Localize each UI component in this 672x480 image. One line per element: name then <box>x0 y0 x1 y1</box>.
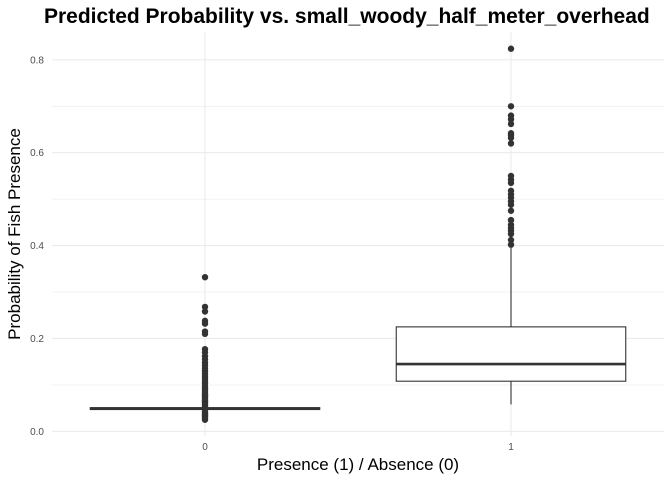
y-tick-label: 0.2 <box>30 334 44 345</box>
outlier-point <box>507 207 515 214</box>
y-axis-label: Probability of Fish Presence <box>5 128 24 340</box>
outlier-point <box>201 345 209 353</box>
y-tick-label: 0.6 <box>30 148 44 159</box>
outlier-point <box>507 45 515 52</box>
chart-title: Predicted Probability vs. small_woody_ha… <box>44 5 650 28</box>
x-axis-label: Presence (1) / Absence (0) <box>257 455 459 474</box>
outlier-point <box>201 317 209 325</box>
outlier-point <box>507 130 515 137</box>
outlier-point <box>201 328 209 335</box>
outlier-point <box>201 308 209 315</box>
x-tick-label: 0 <box>202 442 208 453</box>
boxes-layer <box>89 247 627 411</box>
outlier-point <box>507 112 515 119</box>
outlier-point <box>507 236 515 244</box>
box <box>395 326 627 382</box>
outlier-point <box>507 221 515 228</box>
y-tick-label: 0.0 <box>30 427 44 438</box>
outlier-point <box>507 103 515 110</box>
outlier-point <box>507 216 515 224</box>
outlier-point <box>507 140 515 147</box>
y-tick-label: 0.4 <box>30 241 44 252</box>
x-tick-label: 1 <box>508 442 514 453</box>
outliers-layer <box>201 45 515 423</box>
outlier-point <box>201 303 209 311</box>
outlier-point <box>507 120 515 128</box>
outlier-point <box>201 408 209 415</box>
outlier-point <box>201 273 209 281</box>
y-tick-label: 0.8 <box>30 55 44 66</box>
outlier-point <box>507 187 515 195</box>
outlier-point <box>507 172 515 180</box>
tick-labels: 0.0 0.2 0.4 0.6 0.8 0 1 <box>30 55 514 453</box>
outlier-point <box>507 241 515 248</box>
